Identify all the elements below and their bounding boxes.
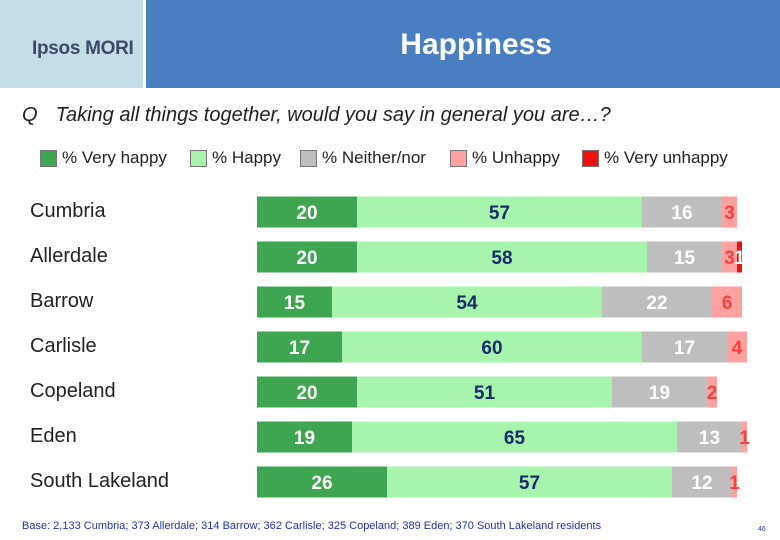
data-label-copeland-neither: 19 bbox=[649, 383, 670, 404]
legend-item-very-happy: % Very happy bbox=[40, 148, 167, 168]
legend-swatch-happy bbox=[190, 149, 207, 167]
category-label-eden: Eden bbox=[30, 425, 77, 447]
data-label-carlisle-unhappy: 4 bbox=[732, 338, 743, 359]
data-label-copeland-happy: 51 bbox=[474, 383, 496, 404]
category-label-barrow: Barrow bbox=[30, 290, 94, 312]
data-label-barrow-very-happy: 15 bbox=[284, 293, 306, 314]
legend-item-happy: % Happy bbox=[190, 148, 281, 168]
bar-carlisle-unhappy bbox=[727, 331, 747, 363]
legend-swatch-very-unhappy bbox=[582, 149, 599, 167]
bar-cumbria-very-happy bbox=[257, 196, 357, 228]
header: Ipsos MORI Happiness bbox=[0, 0, 780, 88]
data-label-allerdale-neither: 15 bbox=[674, 248, 696, 269]
category-label-copeland: Copeland bbox=[30, 380, 116, 402]
data-label-barrow-happy: 54 bbox=[456, 293, 478, 314]
data-label-eden-happy: 65 bbox=[504, 428, 526, 449]
bar-south-lakeland-unhappy bbox=[732, 466, 737, 498]
bar-copeland-unhappy bbox=[707, 376, 717, 408]
legend-swatch-neither bbox=[300, 149, 317, 167]
bar-allerdale-very-happy bbox=[257, 241, 357, 273]
bar-south-lakeland-very-happy bbox=[257, 466, 387, 498]
bar-barrow-very-happy bbox=[257, 286, 332, 318]
category-label-south-lakeland: South Lakeland bbox=[30, 470, 169, 492]
bar-barrow-unhappy bbox=[712, 286, 742, 318]
bar-south-lakeland-happy bbox=[387, 466, 672, 498]
question-text: Taking all things together, would you sa… bbox=[55, 104, 611, 126]
data-label-carlisle-neither: 17 bbox=[674, 338, 695, 359]
bar-eden-very-happy bbox=[257, 421, 352, 453]
legend-label-unhappy: % Unhappy bbox=[472, 148, 560, 167]
data-label-carlisle-very-happy: 17 bbox=[289, 338, 310, 359]
data-label-eden-very-happy: 19 bbox=[294, 428, 315, 449]
bar-carlisle-neither bbox=[642, 331, 727, 363]
chart-legend: % Very happy % Happy % Neither/nor % Unh… bbox=[40, 148, 770, 168]
data-label-eden-neither: 13 bbox=[699, 428, 720, 449]
base-footnote: Base: 2,133 Cumbria; 373 Allerdale; 314 … bbox=[22, 520, 602, 532]
legend-swatch-very-happy bbox=[40, 149, 57, 167]
title-band: Happiness bbox=[146, 0, 780, 88]
data-label-allerdale-happy: 58 bbox=[491, 248, 512, 269]
data-label-allerdale-very-happy: 20 bbox=[296, 248, 317, 269]
bar-copeland-neither bbox=[612, 376, 707, 408]
data-label-cumbria-very-happy: 20 bbox=[296, 203, 317, 224]
bar-barrow-happy bbox=[332, 286, 602, 318]
legend-label-very-unhappy: % Very unhappy bbox=[604, 148, 728, 167]
bar-eden-unhappy bbox=[742, 421, 747, 453]
data-label-south-lakeland-unhappy: 1 bbox=[729, 473, 740, 494]
page-title: Happiness bbox=[400, 28, 552, 61]
data-label-copeland-very-happy: 20 bbox=[296, 383, 317, 404]
legend-label-very-happy: % Very happy bbox=[62, 148, 167, 167]
legend-item-unhappy: % Unhappy bbox=[450, 148, 560, 168]
bar-cumbria-unhappy bbox=[722, 196, 737, 228]
legend-swatch-unhappy bbox=[450, 149, 467, 167]
bar-allerdale-happy bbox=[357, 241, 647, 273]
question: Q Taking all things together, would you s… bbox=[22, 104, 611, 127]
legend-label-happy: % Happy bbox=[212, 148, 281, 167]
data-label-allerdale-very-unhappy: 1 bbox=[734, 248, 745, 269]
data-label-cumbria-neither: 16 bbox=[671, 203, 692, 224]
bar-copeland-happy bbox=[357, 376, 612, 408]
category-label-cumbria: Cumbria bbox=[30, 200, 106, 222]
bar-copeland-very-happy bbox=[257, 376, 357, 408]
data-label-south-lakeland-happy: 57 bbox=[519, 473, 540, 494]
data-label-cumbria-happy: 57 bbox=[489, 203, 510, 224]
bar-carlisle-very-happy bbox=[257, 331, 342, 363]
legend-label-neither: % Neither/nor bbox=[322, 148, 426, 167]
data-label-barrow-neither: 22 bbox=[646, 293, 667, 314]
bar-eden-happy bbox=[352, 421, 677, 453]
bar-allerdale-neither bbox=[647, 241, 722, 273]
bar-eden-neither bbox=[677, 421, 742, 453]
data-label-barrow-unhappy: 6 bbox=[722, 293, 733, 314]
ipsos-mori-logo: Ipsos MORI bbox=[32, 38, 134, 59]
bar-barrow-neither bbox=[602, 286, 712, 318]
data-label-eden-unhappy: 1 bbox=[739, 428, 750, 449]
legend-item-very-unhappy: % Very unhappy bbox=[582, 148, 728, 168]
data-label-cumbria-unhappy: 3 bbox=[724, 203, 735, 224]
page-number: 46 bbox=[758, 526, 766, 533]
bar-cumbria-neither bbox=[642, 196, 722, 228]
data-label-copeland-unhappy: 2 bbox=[707, 383, 718, 404]
bar-cumbria-happy bbox=[357, 196, 642, 228]
data-label-south-lakeland-neither: 12 bbox=[691, 473, 712, 494]
bar-allerdale-very-unhappy bbox=[737, 241, 742, 273]
category-label-carlisle: Carlisle bbox=[30, 335, 97, 357]
data-label-carlisle-happy: 60 bbox=[481, 338, 502, 359]
logo-box: Ipsos MORI bbox=[0, 0, 143, 88]
bar-carlisle-happy bbox=[342, 331, 642, 363]
legend-item-neither: % Neither/nor bbox=[300, 148, 426, 168]
category-label-allerdale: Allerdale bbox=[30, 245, 108, 267]
data-label-allerdale-unhappy: 3 bbox=[724, 248, 735, 269]
bar-allerdale-unhappy bbox=[722, 241, 737, 273]
bar-south-lakeland-neither bbox=[672, 466, 732, 498]
data-label-south-lakeland-very-happy: 26 bbox=[311, 473, 332, 494]
question-prefix: Q bbox=[22, 104, 38, 126]
